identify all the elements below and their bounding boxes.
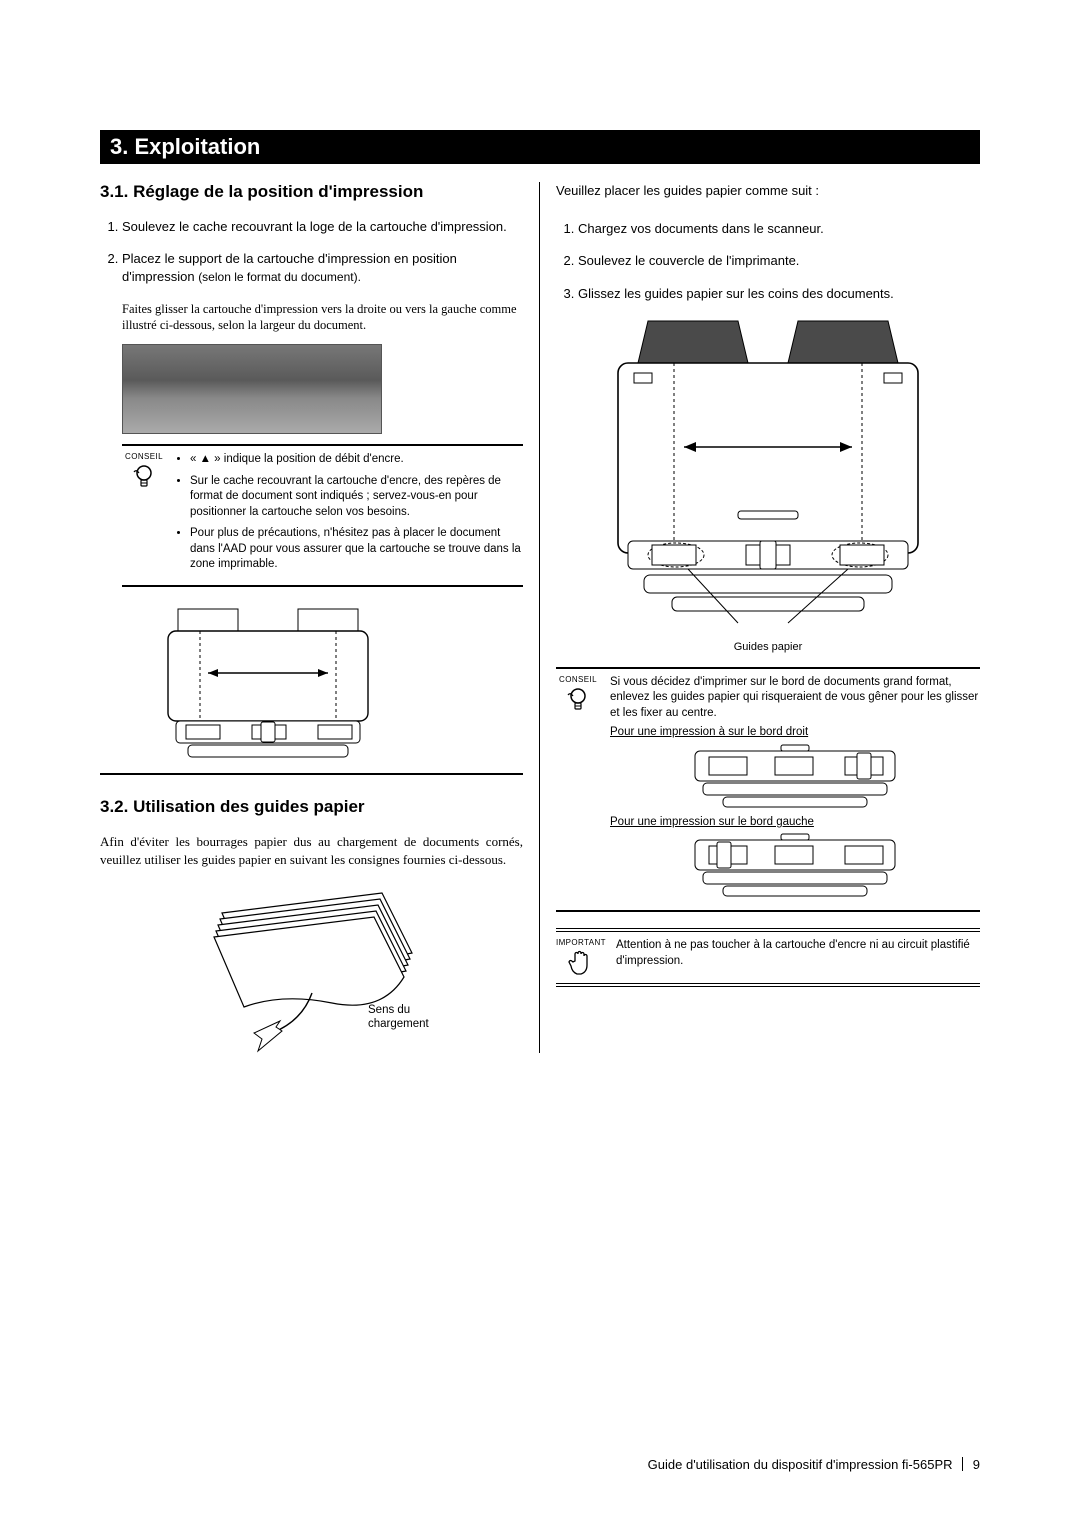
important-icon: IMPORTANT xyxy=(556,938,606,977)
right-step-2: Soulevez le couvercle de l'imprimante. xyxy=(578,252,980,270)
lightbulb-icon xyxy=(566,686,590,714)
step-2-paren: (selon le format du document). xyxy=(198,270,361,284)
slide-note: Faites glisser la cartouche d'impression… xyxy=(122,301,523,335)
right-column: Veuillez placer les guides papier comme … xyxy=(540,182,980,1053)
step-2: Placez le support de la cartouche d'impr… xyxy=(122,250,523,286)
sens-label-1: Sens du xyxy=(368,1004,410,1016)
right-step-1: Chargez vos documents dans le scanneur. xyxy=(578,220,980,238)
footer-text: Guide d'utilisation du dispositif d'impr… xyxy=(648,1457,953,1472)
tip-label: CONSEIL xyxy=(125,452,163,463)
tip-bullet-2: Sur le cache recouvrant la cartouche d'e… xyxy=(190,474,523,521)
tip-block-right: CONSEIL Si vous décidez d'imprimer sur l… xyxy=(556,667,980,913)
cartridge-photo xyxy=(122,344,382,434)
important-text: Attention à ne pas toucher à la cartouch… xyxy=(616,938,980,977)
right-steps: Chargez vos documents dans le scanneur. … xyxy=(556,220,980,303)
caption-right-edge: Pour une impression à sur le bord droit xyxy=(610,725,980,741)
hand-stop-icon xyxy=(567,949,595,977)
tip-bullet-3: Pour plus de précautions, n'hésitez pas … xyxy=(190,526,523,573)
left-column: 3.1. Réglage de la position d'impression… xyxy=(100,182,540,1053)
footer-page-number: 9 xyxy=(973,1457,980,1472)
important-block: IMPORTANT Attention à ne pas toucher à l… xyxy=(556,928,980,987)
sens-label-2: chargement xyxy=(368,1018,430,1030)
tip-content-right: Si vous décidez d'imprimer sur le bord d… xyxy=(610,675,980,905)
section-3-1-steps: Soulevez le cache recouvrant la loge de … xyxy=(100,218,523,287)
tip-label-2: CONSEIL xyxy=(559,675,597,686)
section-3-1-title: 3.1. Réglage de la position d'impression xyxy=(100,182,523,202)
small-scanner-left xyxy=(685,832,905,902)
caption-left-edge: Pour une impression sur le bord gauche xyxy=(610,816,814,828)
section-3-2-intro: Afin d'éviter les bourrages papier dus a… xyxy=(100,833,523,869)
right-step-3: Glissez les guides papier sur les coins … xyxy=(578,285,980,303)
step-1: Soulevez le cache recouvrant la loge de … xyxy=(122,218,523,236)
right-lead: Veuillez placer les guides papier comme … xyxy=(556,182,980,200)
tip-block-31: CONSEIL « ▲ » indique la position de déb… xyxy=(122,444,523,587)
scanner-large-illustration xyxy=(588,317,948,637)
guides-papier-label: Guides papier xyxy=(556,641,980,653)
important-label: IMPORTANT xyxy=(556,938,606,949)
tip-bullet-1: « ▲ » indique la position de débit d'enc… xyxy=(190,452,523,468)
tip-icon-bulb: CONSEIL xyxy=(122,452,166,579)
footer-separator xyxy=(962,1457,963,1471)
two-column-layout: 3.1. Réglage de la position d'impression… xyxy=(100,182,980,1053)
chapter-heading: 3. Exploitation xyxy=(100,130,980,164)
section-3-2-title: 3.2. Utilisation des guides papier xyxy=(100,797,523,817)
scanner-topview-illustration xyxy=(148,603,388,763)
tip-text-right: Si vous décidez d'imprimer sur le bord d… xyxy=(610,676,978,719)
small-scanner-right xyxy=(685,743,905,813)
tip-icon-bulb-2: CONSEIL xyxy=(556,675,600,905)
lightbulb-icon xyxy=(132,463,156,491)
paper-stack-illustration: Sens du chargement xyxy=(162,883,462,1053)
page-footer: Guide d'utilisation du dispositif d'impr… xyxy=(648,1457,980,1472)
tip-content: « ▲ » indique la position de débit d'enc… xyxy=(176,452,523,579)
